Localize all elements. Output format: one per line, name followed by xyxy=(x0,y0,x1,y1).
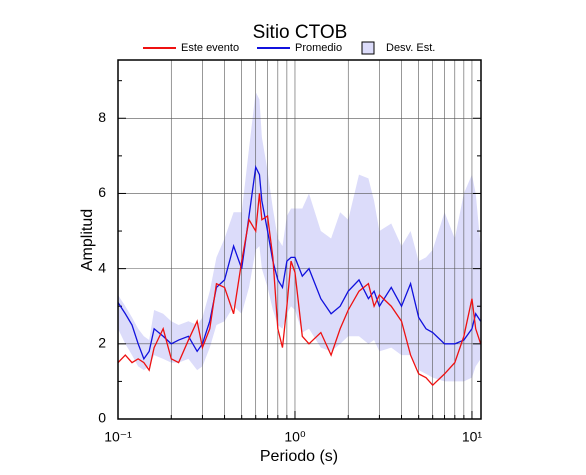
legend-label: Promedio xyxy=(295,42,342,54)
chart-title: Sitio CTOB xyxy=(253,22,348,43)
x-tick-label: 10⁰ xyxy=(284,429,306,445)
y-tick-label: 4 xyxy=(98,259,106,275)
legend-label: Este evento xyxy=(181,42,239,54)
y-tick-label: 8 xyxy=(98,109,106,125)
x-tick-label: 10¹ xyxy=(462,429,483,445)
std-band xyxy=(118,91,481,382)
legend-label: Desv. Est. xyxy=(386,42,435,54)
legend-swatch xyxy=(361,41,375,55)
y-axis-label: Amplitud xyxy=(79,209,96,271)
series-line xyxy=(117,164,482,361)
y-tick-label: 2 xyxy=(98,335,106,351)
x-tick-label: 10⁻¹ xyxy=(104,429,132,445)
y-tick-label: 0 xyxy=(98,410,106,426)
series-line xyxy=(117,193,482,387)
x-axis-label: Periodo (s) xyxy=(260,448,338,465)
y-tick-label: 6 xyxy=(98,184,106,200)
plot-frame xyxy=(117,59,482,420)
